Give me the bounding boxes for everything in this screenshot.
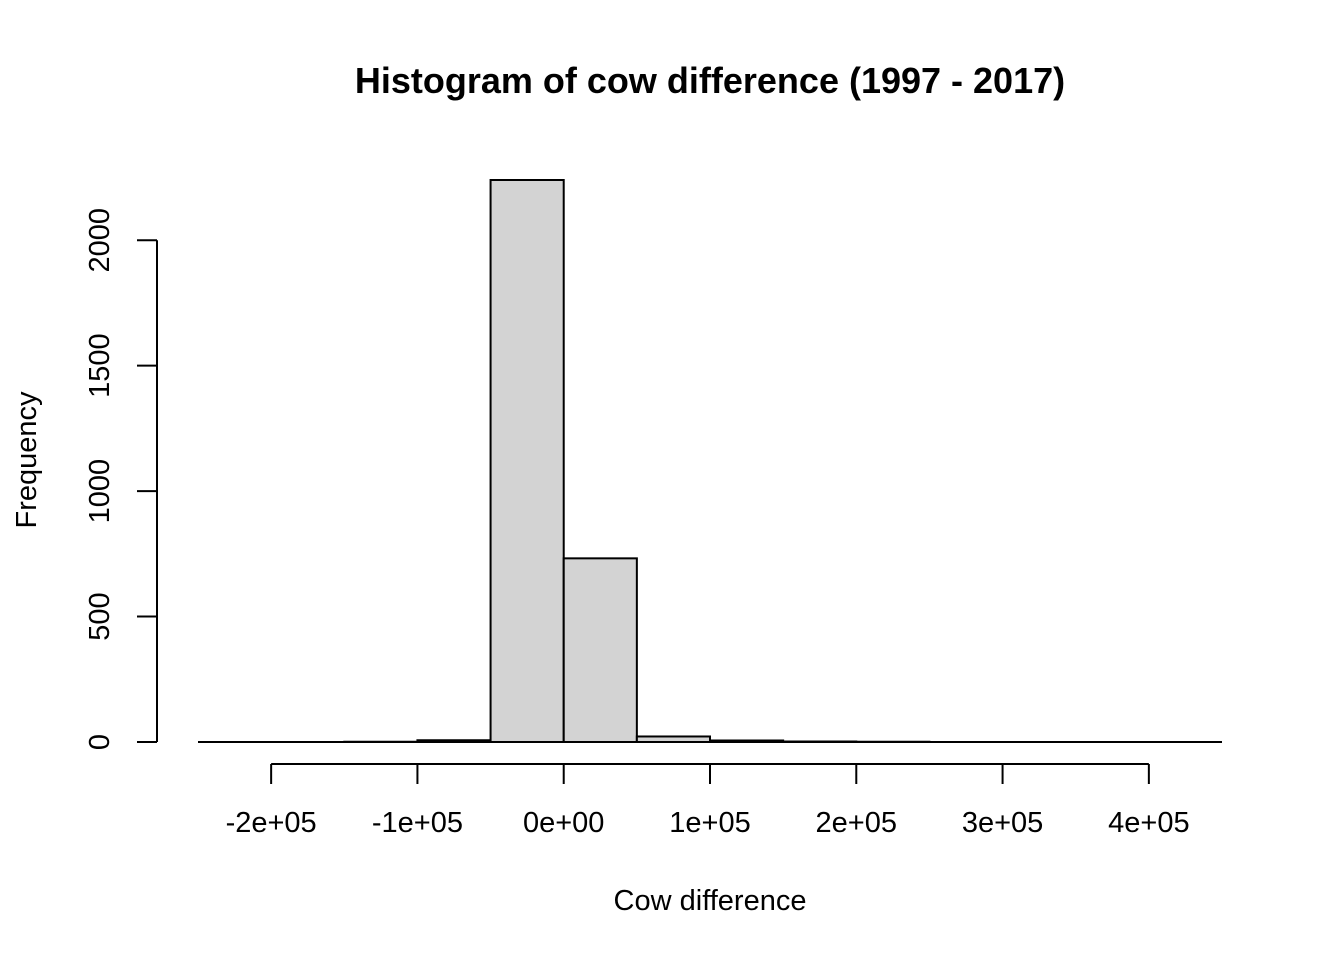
x-tick-label-0: -2e+05	[226, 807, 317, 839]
y-axis: 0 500 1000 1500 2000	[84, 208, 158, 750]
histogram-bars	[198, 179, 1222, 744]
x-tick-label-3: 1e+05	[669, 807, 750, 839]
y-axis-label: Frequency	[11, 391, 43, 529]
histogram-bar-4	[489, 179, 565, 743]
y-tick-label-3: 1500	[84, 333, 116, 398]
x-tick-label-4: 2e+05	[816, 807, 897, 839]
y-tick-label-1: 500	[84, 592, 116, 640]
y-tick-label-2: 1000	[84, 459, 116, 524]
x-tick-label-5: 3e+05	[962, 807, 1043, 839]
chart-title: Histogram of cow difference (1997 - 2017…	[355, 60, 1065, 101]
x-tick-label-6: 4e+05	[1108, 807, 1189, 839]
histogram-bar-5	[562, 557, 638, 743]
x-axis: -2e+05 -1e+05 0e+00 1e+05 2e+05 3e+05 4e+05	[226, 763, 1190, 839]
y-tick-label-4: 2000	[84, 208, 116, 273]
x-tick-label-1: -1e+05	[372, 807, 463, 839]
x-tick-label-2: 0e+00	[523, 807, 604, 839]
x-axis-label: Cow difference	[614, 885, 807, 917]
y-tick-label-0: 0	[84, 734, 116, 750]
